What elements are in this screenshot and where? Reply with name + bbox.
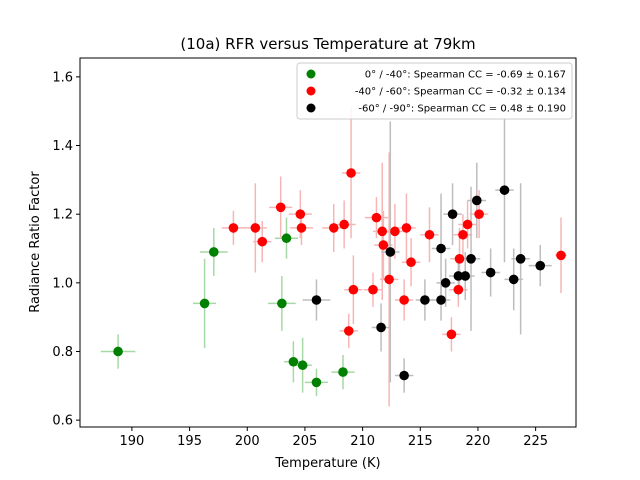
y-axis-label: Radiance Ratio Factor	[28, 171, 43, 313]
series-1-point	[311, 377, 322, 388]
series-3-point	[399, 370, 409, 381]
series-3-point	[472, 195, 482, 206]
series-1-point	[277, 298, 287, 309]
series-1-point	[297, 360, 308, 371]
series-2-point	[328, 223, 339, 233]
legend-entry: -40° / -60°: Spearman CC = -0.32 ± 0.134	[355, 87, 566, 98]
series-2-point	[371, 212, 382, 223]
series-2-point	[343, 326, 354, 336]
series-3-point	[385, 247, 396, 257]
series-2-point	[378, 240, 389, 250]
y-tick-label: 1.4	[52, 139, 73, 154]
x-tick-label: 190	[119, 434, 144, 449]
x-axis-label: Temperature (K)	[274, 456, 380, 471]
series-1-point	[209, 247, 219, 257]
legend-marker	[306, 86, 316, 96]
error-bars	[100, 107, 567, 407]
legend-entry: 0° / -40°: Spearman CC = -0.69 ± 0.167	[365, 70, 566, 81]
x-tick-label: 195	[177, 434, 202, 449]
x-axis-ticks: 190 195 200 205 210 215 220 225	[119, 427, 548, 449]
series-3-point	[460, 271, 471, 281]
series-2-point	[399, 295, 409, 305]
data-points	[113, 168, 566, 388]
series-2-point	[390, 226, 400, 237]
series-2-point	[377, 226, 388, 237]
y-tick-label: 0.6	[52, 414, 73, 429]
series-2-point	[257, 236, 268, 247]
legend-box	[296, 62, 573, 120]
series-1-point	[199, 298, 210, 309]
series-2-point	[275, 202, 286, 213]
series-2-point	[296, 223, 307, 233]
series-2-point	[454, 254, 465, 264]
series-2-point	[368, 284, 378, 295]
series-2-point	[424, 229, 435, 240]
series-1-point	[113, 346, 123, 357]
x-tick-label: 220	[466, 434, 491, 449]
series-3-point	[535, 260, 546, 271]
series-2-point	[339, 219, 349, 230]
series-2-point	[384, 274, 394, 285]
plot-frame	[79, 57, 577, 428]
series-1-point	[281, 233, 292, 244]
series-3-point	[311, 295, 322, 305]
series-2-point	[462, 219, 473, 230]
series-3-point	[485, 267, 496, 278]
series-2-point	[458, 229, 468, 240]
series-2-point	[348, 284, 359, 295]
y-tick-label: 1.2	[52, 208, 73, 223]
y-tick-label: 1.6	[52, 70, 73, 85]
x-tick-label: 200	[235, 434, 260, 449]
series-3-point	[508, 274, 519, 285]
series-3-point	[420, 295, 430, 305]
legend: 0° / -40°: Spearman CC = -0.69 ± 0.167 -4…	[296, 62, 573, 120]
series-2-point	[295, 209, 306, 219]
series-2-point	[228, 223, 239, 233]
chart-title: (10a) RFR versus Temperature at 79km	[180, 35, 475, 53]
series-3-point	[515, 254, 526, 264]
series-2-point	[453, 284, 464, 295]
series-3-point	[436, 295, 446, 305]
series-3-point	[440, 278, 451, 288]
series-2-point	[406, 257, 416, 268]
series-3-point	[447, 209, 458, 219]
y-tick-label: 0.8	[52, 345, 73, 360]
series-1-point	[338, 367, 348, 377]
series-2-point	[346, 168, 356, 178]
legend-marker	[306, 103, 316, 113]
x-tick-label: 210	[350, 434, 375, 449]
legend-entry: -60° / -90°: Spearman CC = 0.48 ± 0.190	[358, 104, 566, 115]
y-axis-ticks: 0.6 0.8 1.0 1.2 1.4 1.6	[52, 70, 80, 429]
x-tick-label: 225	[523, 434, 548, 449]
series-3-point	[499, 185, 510, 195]
series-2-point	[401, 223, 412, 233]
legend-marker	[306, 69, 316, 79]
series-2-point	[446, 329, 457, 340]
series-2-point	[556, 250, 566, 261]
series-2-point	[250, 223, 261, 233]
series-3-point	[376, 322, 386, 333]
x-tick-label: 215	[408, 434, 433, 449]
y-tick-label: 1.0	[52, 276, 73, 291]
series-3-point	[466, 254, 476, 264]
series-2-point	[474, 209, 484, 219]
x-tick-label: 205	[293, 434, 318, 449]
series-1-point	[288, 356, 299, 367]
series-3-point	[453, 271, 464, 281]
series-3-point	[436, 243, 446, 254]
